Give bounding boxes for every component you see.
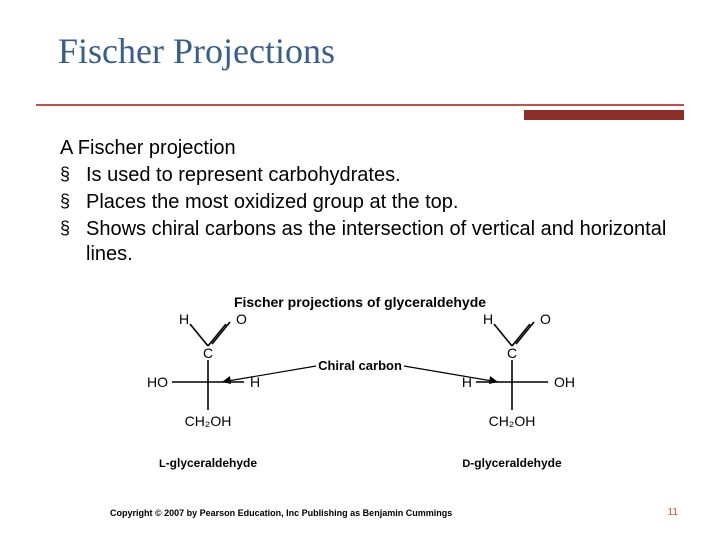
svg-text:O: O	[540, 312, 551, 327]
lead-line: A Fischer projection	[60, 136, 670, 161]
molecule-left-svg: H O C HO H CH₂OH	[138, 312, 278, 452]
svg-text:C: C	[507, 345, 517, 361]
molecule-left-name: L-glyceraldehyde	[138, 456, 278, 470]
rule-thin	[36, 104, 684, 106]
molecule-right: H O C H OH CH₂OH D-glyceraldehyde	[442, 312, 582, 470]
svg-text:H: H	[483, 312, 493, 327]
svg-text:O: O	[236, 312, 247, 327]
svg-text:HO: HO	[147, 374, 168, 390]
bullet-item: Shows chiral carbons as the intersection…	[60, 217, 670, 267]
molecule-right-svg: H O C H OH CH₂OH	[442, 312, 582, 452]
svg-text:CH₂OH: CH₂OH	[185, 413, 232, 429]
slide: Fischer Projections A Fischer projection…	[0, 0, 720, 540]
page-number: 11	[668, 507, 678, 518]
copyright-text: Copyright © 2007 by Pearson Education, I…	[110, 508, 452, 518]
figure: Fischer projections of glyceraldehyde Ch…	[130, 294, 590, 470]
rule-thick	[524, 110, 684, 120]
svg-text:H: H	[179, 312, 189, 327]
svg-text:H: H	[462, 374, 472, 390]
svg-text:OH: OH	[554, 374, 575, 390]
body-text: A Fischer projection Is used to represen…	[60, 136, 670, 269]
molecule-left: H O C HO H CH₂OH L-glyceraldehyde	[138, 312, 278, 470]
svg-text:H: H	[250, 374, 260, 390]
slide-title: Fischer Projections	[58, 30, 335, 72]
bullet-item: Places the most oxidized group at the to…	[60, 190, 670, 215]
bullet-item: Is used to represent carbohydrates.	[60, 163, 670, 188]
molecule-right-name: D-glyceraldehyde	[442, 456, 582, 470]
svg-text:C: C	[203, 345, 213, 361]
bullet-list: Is used to represent carbohydrates. Plac…	[60, 163, 670, 267]
title-rule	[36, 104, 684, 106]
svg-text:CH₂OH: CH₂OH	[489, 413, 536, 429]
